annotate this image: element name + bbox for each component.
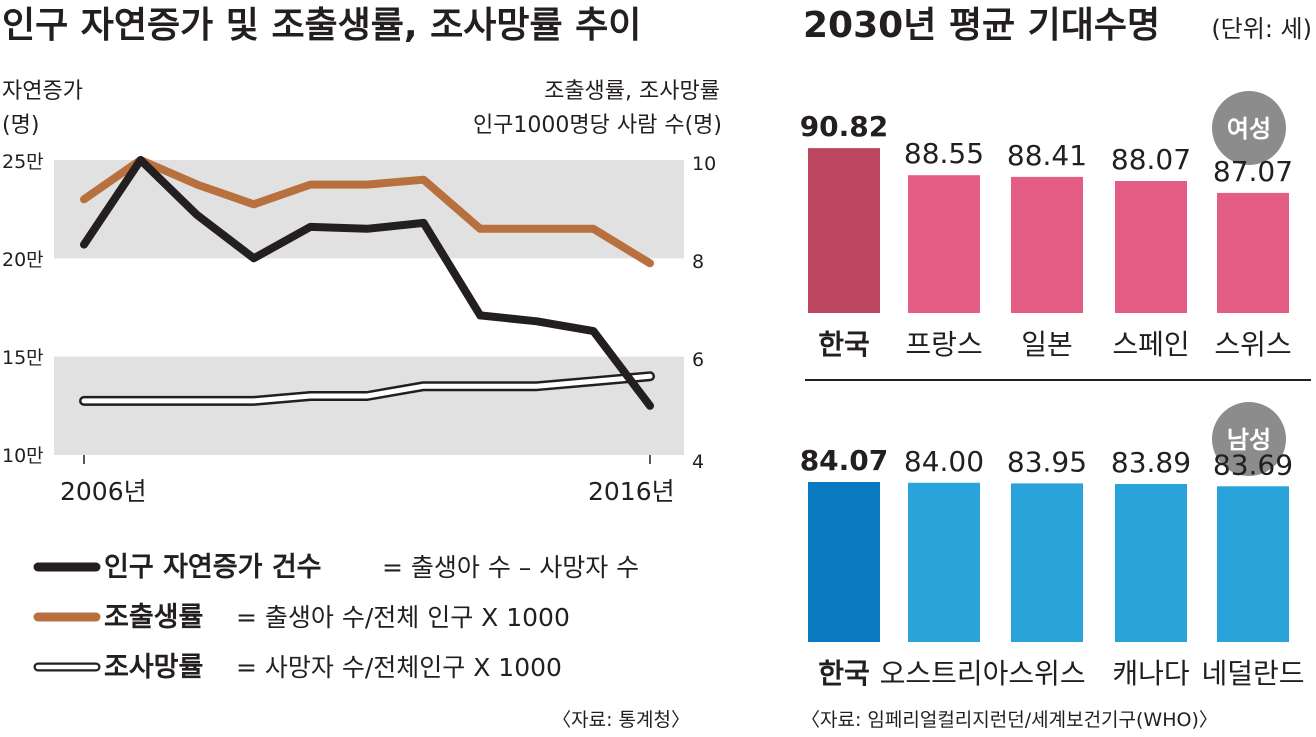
legend-name-natural: 인구 자연증가 건수: [104, 552, 322, 583]
female-category-label: 한국: [818, 328, 870, 361]
right-axis-label: 조출생률, 조사망률: [544, 79, 720, 104]
right-axis-ticks: 10 8 6 4: [692, 153, 716, 473]
left-axis-unit: (명): [2, 113, 39, 138]
male-bar: [1217, 486, 1289, 642]
right-chart-unit: (단위: 세): [1211, 15, 1312, 43]
male-value-label: 84.07: [800, 444, 889, 477]
female-value-label: 87.07: [1213, 155, 1293, 188]
left-source: 〈자료: 통계청〉: [552, 709, 690, 731]
legend-formula-death: = 사망자 수/전체인구 X 1000: [236, 653, 562, 682]
male-category-label: 스위스: [1008, 657, 1085, 690]
female-category-label: 프랑스: [905, 328, 982, 361]
male-bar: [808, 482, 880, 642]
series-line-natural: [80, 156, 654, 410]
male-badge-label: 남성: [1227, 426, 1271, 454]
female-bar: [908, 175, 980, 313]
male-value-label: 83.89: [1111, 446, 1191, 479]
right-axis-unit: 인구1000명당 사람 수(명): [473, 113, 722, 138]
female-category-label: 스페인: [1112, 328, 1189, 361]
legend-name-death: 조사망률: [104, 652, 203, 683]
male-bar: [1115, 484, 1187, 642]
right-source: 〈자료: 임페리얼컬리지런던/세계보건기구(WHO)〉: [801, 709, 1218, 731]
male-value-label: 84.00: [904, 445, 984, 478]
female-value-label: 88.07: [1111, 143, 1191, 176]
female-badge-label: 여성: [1227, 115, 1271, 143]
line-series-layer: [79, 156, 655, 410]
female-value-label: 88.41: [1007, 139, 1087, 172]
female-category-label: 일본: [1021, 328, 1073, 361]
male-category-label: 캐나다: [1112, 657, 1189, 690]
right-chart-title: 2030년 평균 기대수명: [803, 5, 1160, 46]
right-tick-label: 10: [692, 153, 716, 175]
male-bar-group: 84.07 한국 84.00 오스트리아 83.95 스위스 83.89 캐나다 83.69 네덜…: [800, 444, 1305, 690]
female-badge: [1212, 91, 1286, 165]
right-panel: 2030년 평균 기대수명 (단위: 세) 여성 90.82 한국 88.55 프랑스…: [800, 5, 1312, 731]
left-tick-label: 20만: [2, 249, 44, 271]
female-bar: [1115, 181, 1187, 313]
female-bar-group: 90.82 한국 88.55 프랑스 88.41 일본 88.07 스페인 87.07 스위스: [800, 110, 1293, 361]
left-axis-label: 자연증가: [2, 79, 83, 104]
female-bar: [1217, 192, 1289, 313]
male-badge: [1212, 402, 1286, 476]
x-tick-label-start: 2006년: [60, 477, 147, 506]
right-tick-label: 8: [692, 251, 704, 273]
male-value-label: 83.95: [1007, 445, 1087, 478]
legend: 인구 자연증가 건수 = 출생아 수 – 사망자 수 조출생률 = 출생아 수/…: [33, 552, 639, 683]
series-line-death: [81, 373, 653, 404]
legend-formula-birth: = 출생아 수/전체 인구 X 1000: [236, 603, 570, 632]
female-category-label: 스위스: [1214, 328, 1291, 361]
male-bar: [908, 482, 980, 642]
series-line-birth: [80, 156, 654, 268]
left-tick-label: 10만: [2, 445, 44, 467]
grid-band-upper: [54, 160, 684, 259]
left-axis-ticks: 25만 20만 15만 10만: [2, 151, 44, 467]
legend-name-birth: 조출생률: [104, 602, 203, 633]
left-panel: 인구 자연증가 및 조출생률, 조사망률 추이 자연증가 (명) 조출생률, 조…: [2, 5, 722, 731]
female-value-label: 88.55: [904, 137, 984, 170]
female-bar: [808, 148, 880, 313]
right-tick-label: 6: [692, 349, 704, 371]
left-tick-label: 25만: [2, 151, 44, 173]
legend-formula-natural: = 출생아 수 – 사망자 수: [382, 553, 639, 582]
left-chart-title: 인구 자연증가 및 조출생률, 조사망률 추이: [2, 5, 641, 46]
male-category-label: 네덜란드: [1201, 657, 1304, 690]
female-bar: [1011, 176, 1083, 313]
male-category-label: 한국: [818, 657, 870, 690]
male-category-label: 오스트리아: [880, 657, 1009, 690]
male-bar: [1011, 483, 1083, 642]
male-value-label: 83.69: [1213, 448, 1293, 481]
right-tick-label: 4: [692, 451, 704, 473]
left-tick-label: 15만: [2, 347, 44, 369]
x-tick-label-end: 2016년: [588, 477, 675, 506]
female-value-label: 90.82: [800, 110, 889, 143]
